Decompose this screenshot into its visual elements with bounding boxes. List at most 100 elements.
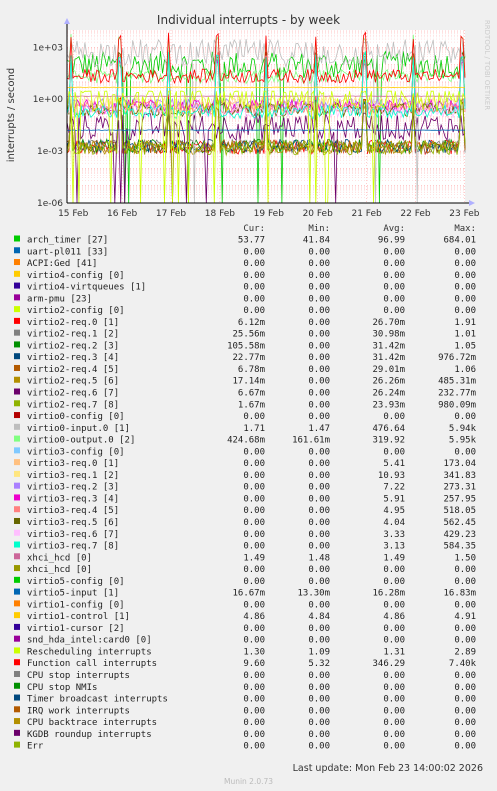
legend-value-cur: 0.00 [243, 306, 265, 316]
legend-column-header: Min: [308, 224, 330, 234]
legend-swatch [14, 565, 20, 572]
legend-column-header: Avg: [383, 224, 405, 234]
legend-value-min: 0.00 [308, 330, 330, 340]
legend-series-name: xhci_hcd [0] [27, 553, 92, 563]
legend-value-avg: 0.00 [383, 624, 405, 634]
legend-swatch [14, 235, 20, 242]
legend-value-max: 16.83m [443, 589, 476, 599]
legend-value-max: 1.91 [454, 318, 476, 328]
legend-value-avg: 4.04 [383, 518, 405, 528]
legend-value-avg: 0.00 [383, 671, 405, 681]
legend-value-min: 0.00 [308, 683, 330, 693]
legend-value-cur: 1.71 [243, 424, 265, 434]
legend-value-cur: 0.00 [243, 494, 265, 504]
legend-value-cur: 0.00 [243, 624, 265, 634]
legend-value-cur: 9.60 [243, 659, 265, 669]
legend-value-avg: 7.22 [383, 483, 405, 493]
legend-series-name: virtio4-config [0] [27, 271, 125, 281]
legend-value-min: 0.00 [308, 530, 330, 540]
legend-swatch [14, 447, 20, 454]
legend-value-cur: 0.00 [243, 483, 265, 493]
legend-value-cur: 0.00 [243, 565, 265, 575]
legend-value-avg: 0.00 [383, 565, 405, 575]
legend-swatch [14, 353, 20, 360]
legend-value-min: 0.00 [308, 459, 330, 469]
legend-value-avg: 10.93 [378, 471, 405, 481]
legend-value-cur: 6.67m [238, 389, 265, 399]
x-tick-label: 20 Feb [303, 209, 334, 219]
legend-series-name: virtio2-req.5 [6] [27, 377, 119, 387]
legend-swatch [14, 435, 20, 442]
legend-value-min: 0.00 [308, 624, 330, 634]
series-line [66, 31, 466, 85]
legend-value-max: 2.89 [454, 647, 476, 657]
legend-swatch [14, 423, 20, 430]
legend-swatch [14, 494, 20, 501]
legend-value-cur: 0.00 [243, 671, 265, 681]
legend-series-name: virtio5-config [0] [27, 577, 125, 587]
legend-value-min: 5.32 [308, 659, 330, 669]
legend-swatch [14, 400, 20, 407]
legend-value-min: 0.00 [308, 600, 330, 610]
legend-value-max: 0.00 [454, 683, 476, 693]
legend-swatch [14, 259, 20, 266]
legend-value-avg: 0.00 [383, 730, 405, 740]
legend-value-cur: 0.00 [243, 542, 265, 552]
legend-value-max: 1.01 [454, 330, 476, 340]
legend-value-avg: 0.00 [383, 259, 405, 269]
legend-value-cur: 105.58m [227, 341, 265, 351]
legend-series-name: Function call interrupts [27, 659, 157, 669]
legend-value-avg: 31.42m [372, 341, 405, 351]
legend-value-max: 273.31 [443, 483, 476, 493]
legend-series-name: arm-pmu [23] [27, 294, 92, 304]
legend-value-avg: 5.41 [383, 459, 405, 469]
x-axis-arrow [469, 200, 475, 206]
legend-value-min: 0.00 [308, 718, 330, 728]
legend-value-min: 0.00 [308, 400, 330, 410]
legend-value-avg: 0.00 [383, 600, 405, 610]
legend-value-max: 0.00 [454, 718, 476, 728]
legend-value-cur: 0.00 [243, 683, 265, 693]
chart-title: Individual interrupts - by week [157, 13, 340, 27]
series-lines [66, 31, 466, 204]
legend-value-cur: 0.00 [243, 577, 265, 587]
legend-value-avg: 5.91 [383, 494, 405, 504]
legend-series-name: Timer broadcast interrupts [27, 695, 168, 705]
x-tick-label: 15 Feb [58, 209, 89, 219]
legend-swatch [14, 694, 20, 701]
legend-value-max: 4.91 [454, 612, 476, 622]
legend: Cur: Min: Avg: Max: arch_timer [27] 53.77 41.8… [14, 224, 477, 752]
series-line [66, 51, 466, 120]
legend-value-min: 0.00 [308, 341, 330, 351]
legend-value-avg: 23.93m [372, 400, 405, 410]
legend-series-name: CPU backtrace interrupts [27, 718, 157, 728]
legend-value-cur: 0.00 [243, 247, 265, 257]
legend-value-cur: 25.56m [232, 330, 265, 340]
legend-value-cur: 6.12m [238, 318, 265, 328]
legend-value-cur: 0.00 [243, 283, 265, 293]
legend-value-max: 0.00 [454, 695, 476, 705]
legend-value-max: 0.00 [454, 565, 476, 575]
legend-value-max: 980.09m [438, 400, 476, 410]
legend-value-avg: 0.00 [383, 636, 405, 646]
legend-series-name: virtio3-req.7 [8] [27, 542, 119, 552]
series-line [66, 50, 466, 118]
x-tick-label: 16 Feb [107, 209, 138, 219]
legend-value-max: 0.00 [454, 742, 476, 752]
legend-series-name: virtio3-req.1 [2] [27, 471, 119, 481]
legend-value-cur: 0.00 [243, 294, 265, 304]
legend-series-name: virtio3-config [0] [27, 447, 125, 457]
legend-value-avg: 0.00 [383, 577, 405, 587]
legend-series-name: virtio2-req.3 [4] [27, 353, 119, 363]
legend-swatch [14, 635, 20, 642]
legend-value-max: 232.77m [438, 389, 476, 399]
legend-value-max: 1.06 [454, 365, 476, 375]
series-line [67, 86, 465, 89]
legend-value-cur: 0.00 [243, 259, 265, 269]
legend-value-max: 5.95k [449, 436, 477, 446]
legend-value-avg: 0.00 [383, 247, 405, 257]
y-axis-label: interrupts / second [6, 68, 17, 162]
axes: 15 Feb 16 Feb 17 Feb 18 Feb 19 Feb 20 Feb 21 F… [33, 18, 480, 219]
x-tick-label: 21 Feb [351, 209, 382, 219]
legend-series-name: Rescheduling interrupts [27, 647, 152, 657]
